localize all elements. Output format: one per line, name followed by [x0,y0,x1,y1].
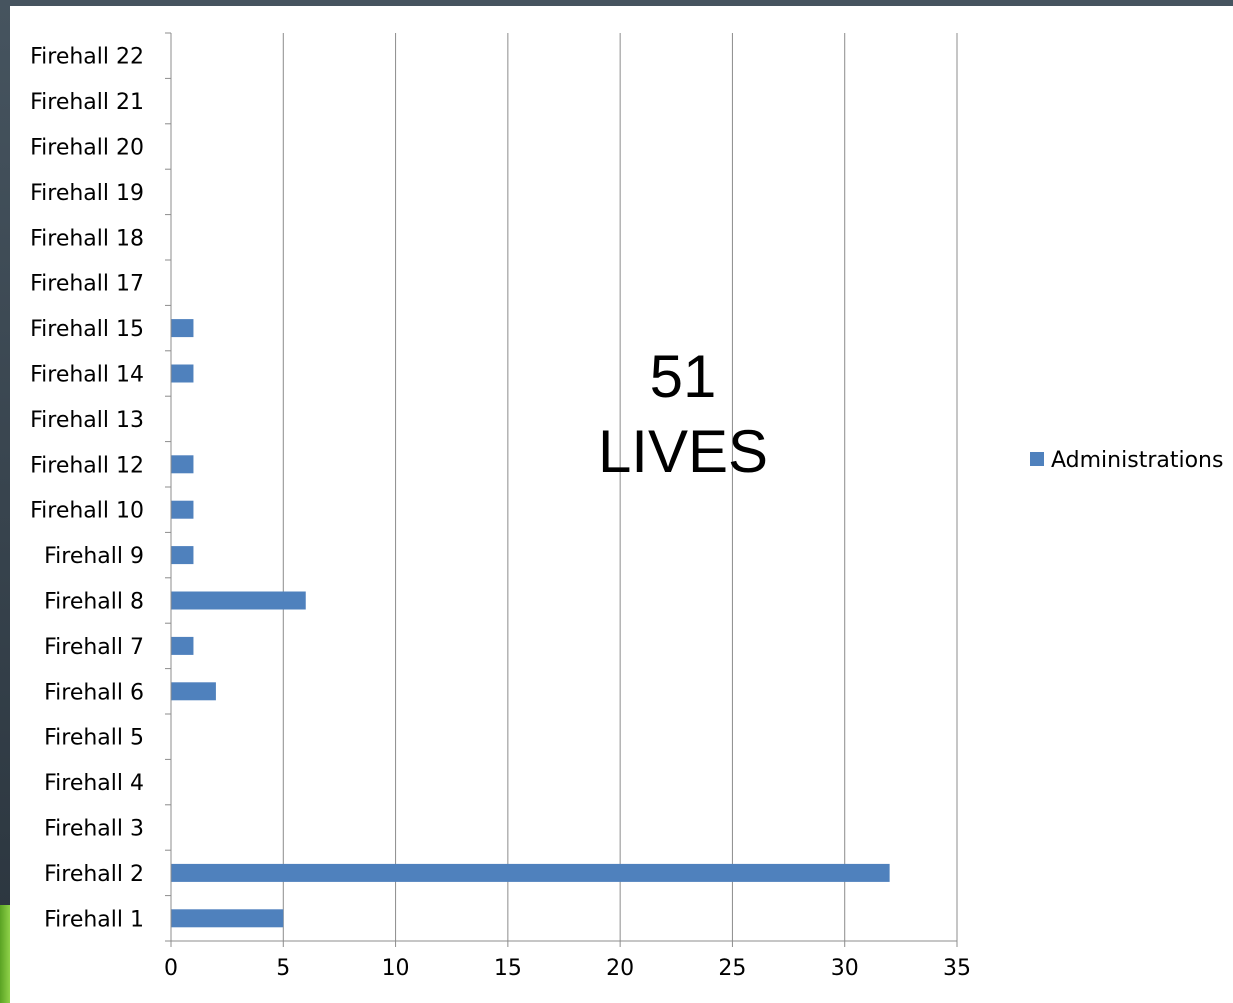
bar-chart: 0 5 10 15 20 25 30 35 Firehall 1 Firehall 2 Fireha… [30,32,1223,981]
x-tick-label: 10 [382,956,410,981]
y-category-label: Firehall 5 [44,726,144,751]
annotation-line-1: 51 [650,343,717,410]
y-category-label: Firehall 20 [30,136,144,161]
x-tick-label: 25 [718,956,746,981]
y-category-label: Firehall 6 [44,680,144,705]
x-tick-label: 35 [943,956,971,981]
bar [171,591,306,610]
bar [171,909,284,928]
y-category-label: Firehall 3 [44,817,144,842]
y-category-label: Firehall 12 [30,453,144,478]
y-category-label: Firehall 10 [30,499,144,524]
legend: Administrations [1030,448,1223,473]
y-category-label: Firehall 13 [30,408,144,433]
x-tick-label: 0 [164,956,178,981]
y-category-label: Firehall 8 [44,590,144,615]
chart-panel: 0 5 10 15 20 25 30 35 Firehall 1 Firehall 2 Fireha… [10,6,1233,1003]
y-category-label: Firehall 7 [44,635,144,660]
legend-label: Administrations [1051,448,1223,473]
bar [171,319,194,338]
gridlines [282,33,958,941]
bars [171,319,890,928]
annotation-line-2: LIVES [598,418,768,485]
bar [171,546,194,565]
slide-accent-bar [0,905,10,1003]
legend-swatch [1030,452,1044,466]
bar [171,863,890,882]
y-category-label: Firehall 17 [30,272,144,297]
y-category-label: Firehall 18 [30,226,144,251]
x-tick-label: 15 [494,956,522,981]
bar [171,455,194,474]
y-category-label: Firehall 4 [44,771,144,796]
y-category-label: Firehall 21 [30,90,144,115]
axes [165,32,958,947]
y-category-label: Firehall 14 [30,363,144,388]
x-tick-label: 20 [606,956,634,981]
y-category-label: Firehall 9 [44,544,144,569]
annotation: 51 LIVES [598,343,768,485]
x-tick-label: 5 [276,956,290,981]
y-category-label: Firehall 2 [44,862,144,887]
bar [171,682,216,701]
bar [171,500,194,519]
y-category-label: Firehall 19 [30,181,144,206]
bar [171,364,194,383]
y-category-label: Firehall 1 [44,907,144,932]
y-category-label: Firehall 22 [30,45,144,70]
x-tick-label: 30 [831,956,859,981]
bar [171,636,194,655]
axis-labels: 0 5 10 15 20 25 30 35 Firehall 1 Firehall 2 Fireha… [30,45,971,981]
y-category-label: Firehall 15 [30,317,144,342]
